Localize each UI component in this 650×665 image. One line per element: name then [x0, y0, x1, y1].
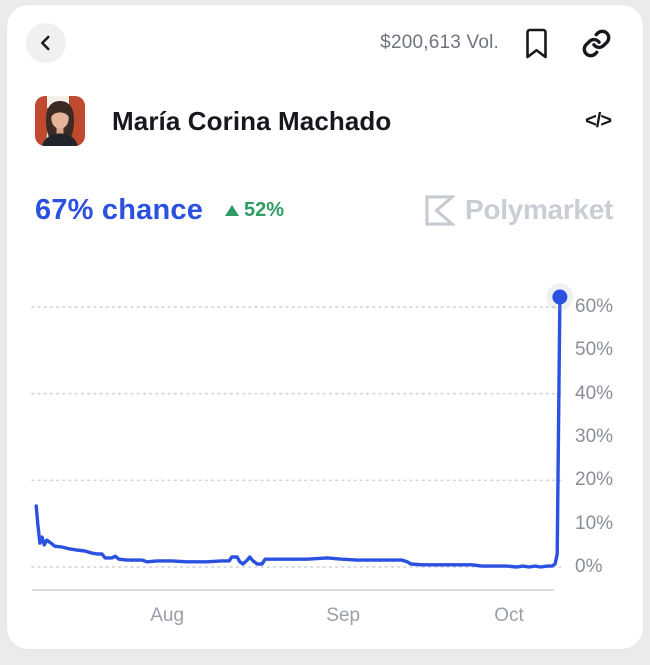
x-axis-tick-label: Sep [326, 605, 361, 626]
triangle-up-icon [225, 204, 240, 216]
y-axis-tick-label: 50% [575, 339, 614, 361]
back-button[interactable] [26, 23, 66, 63]
x-axis-tick-label: Oct [494, 605, 524, 626]
chance-value: 67% chance [35, 193, 204, 226]
y-axis-tick-label: 40% [575, 382, 614, 404]
share-link-button[interactable] [579, 25, 613, 61]
bookmark-icon [523, 27, 550, 60]
y-axis-tick-label: 20% [575, 469, 614, 491]
last-price-dot [552, 289, 568, 305]
chevron-left-icon [37, 34, 55, 52]
header-bar: $200,613 Vol. [26, 23, 613, 63]
code-embed-icon: </> [585, 109, 612, 132]
price-chart[interactable]: 0% 10% 20% 30% 40% 50% 60% [31, 283, 613, 577]
bookmark-button[interactable] [519, 25, 553, 61]
stats-row: 67% chance 52% Polymarket [35, 192, 613, 228]
y-axis-tick-label: 10% [575, 512, 614, 534]
market-title: María Corina Machado [112, 105, 392, 136]
x-axis: Aug Sep Oct [32, 589, 554, 631]
avatar-portrait-illustration [35, 96, 85, 146]
change-badge: 52% [225, 199, 284, 222]
y-axis-tick-label: 0% [575, 556, 603, 577]
polymarket-brand-link[interactable]: Polymarket [424, 194, 613, 227]
x-axis-tick-label: Aug [150, 605, 185, 626]
volume-label: $200,613 Vol. [380, 32, 499, 53]
polymarket-logo-icon [424, 194, 456, 227]
polymarket-widget-card: $200,613 Vol. M [6, 4, 644, 650]
change-value: 52% [244, 198, 285, 221]
link-icon [581, 28, 612, 59]
polymarket-wordmark: Polymarket [465, 194, 613, 225]
y-axis-tick-label: 30% [575, 425, 614, 447]
avatar [35, 96, 85, 146]
embed-code-button[interactable]: </> [583, 110, 613, 133]
y-axis-labels: 0% 10% 20% 30% 40% 50% 60% [575, 284, 645, 577]
chart-svg [31, 283, 574, 569]
market-header-row: María Corina Machado </> [35, 96, 613, 146]
y-axis-tick-label: 60% [575, 295, 614, 317]
